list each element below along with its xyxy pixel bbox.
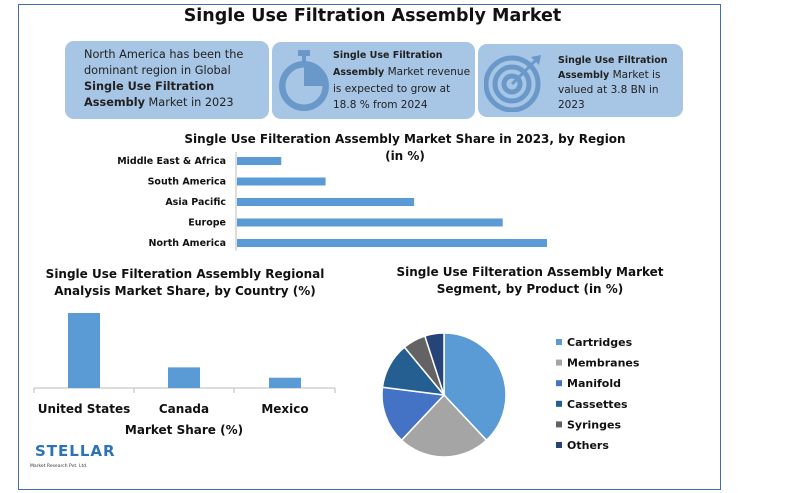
card-text: Single Use Filtration Assembly Market re… xyxy=(333,47,473,113)
country-chart-title: Single Use Filteration Assembly Regional… xyxy=(45,267,325,298)
card-text-normal: North America has been the dominant regi… xyxy=(84,48,244,77)
logo: STELLAR xyxy=(35,442,116,460)
card-text-bold: Single Use Filtration Assembly xyxy=(558,55,668,81)
info-card-valuation: Single Use Filtration Assembly Market is… xyxy=(478,44,683,117)
card-text: North America has been the dominant regi… xyxy=(84,47,266,111)
card-text-normal: Market in 2023 xyxy=(144,96,234,109)
info-card-growth: Single Use Filtration Assembly Market re… xyxy=(272,42,475,119)
card-text-bold: Single Use Filtration Assembly xyxy=(333,50,443,78)
product-pie-title: Single Use Filteration Assembly Market S… xyxy=(396,265,664,296)
logo-tagline: Market Research Pvt. Ltd. xyxy=(30,464,88,469)
card-text-normal: Market is valued at 3.8 BN in 2023 xyxy=(558,69,661,111)
card-text: Single Use Filtration Assembly Market is… xyxy=(558,53,676,113)
info-card-dominant-region: North America has been the dominant regi… xyxy=(65,41,269,119)
card-text-bold: Single Use Filtration Assembly xyxy=(84,80,215,109)
card-text-normal: Market revenue is expected to grow at 18… xyxy=(333,66,471,111)
region-chart-title: Single Use Filteration Assembly Market S… xyxy=(184,132,626,163)
stopwatch-icon xyxy=(276,48,334,116)
target-icon xyxy=(483,52,544,116)
page-title: Single Use Filtration Assembly Market xyxy=(183,6,562,26)
